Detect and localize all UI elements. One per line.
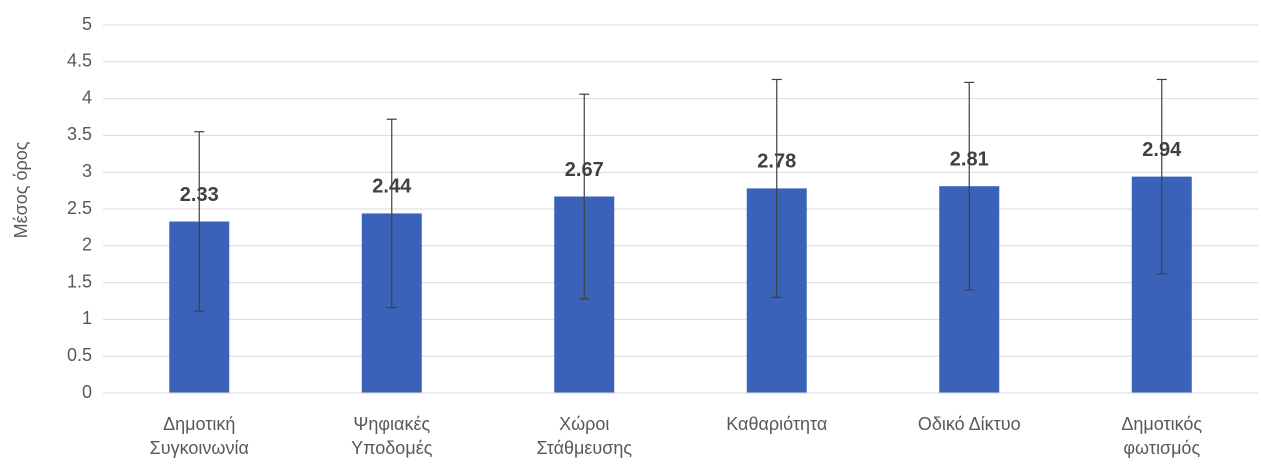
- y-tick-label: 1: [82, 308, 92, 328]
- data-label: 2.67: [565, 159, 604, 181]
- data-label: 2.33: [180, 184, 219, 206]
- y-tick-label: 0: [82, 382, 92, 402]
- x-tick-label: Καθαριότητα: [726, 414, 828, 434]
- data-label: 2.94: [1142, 139, 1182, 161]
- y-tick-label: 3.5: [67, 124, 92, 144]
- data-label: 2.78: [757, 151, 796, 173]
- x-tick-label: Ψηφιακές Υποδομές: [351, 414, 433, 458]
- y-tick-label: 3: [82, 161, 92, 181]
- y-tick-label: 4.5: [67, 51, 92, 71]
- x-tick-label: Δημοτική Συγκοινωνία: [149, 414, 249, 458]
- y-tick-label: 1.5: [67, 271, 92, 291]
- y-tick-label: 5: [82, 14, 92, 34]
- y-tick-label: 2.5: [67, 198, 92, 218]
- y-axis-label: Μέσος όρος: [11, 141, 31, 238]
- y-tick-label: 2: [82, 235, 92, 255]
- y-tick-label: 0.5: [67, 345, 92, 365]
- x-tick-label: Χώροι Στάθμευσης: [536, 414, 633, 458]
- x-tick-label: Δημοτικός φωτισμός: [1121, 414, 1203, 458]
- data-label: 2.81: [950, 148, 989, 170]
- x-tick-label: Οδικό Δίκτυο: [917, 414, 1021, 434]
- data-label: 2.44: [372, 176, 412, 198]
- y-tick-label: 4: [82, 87, 92, 107]
